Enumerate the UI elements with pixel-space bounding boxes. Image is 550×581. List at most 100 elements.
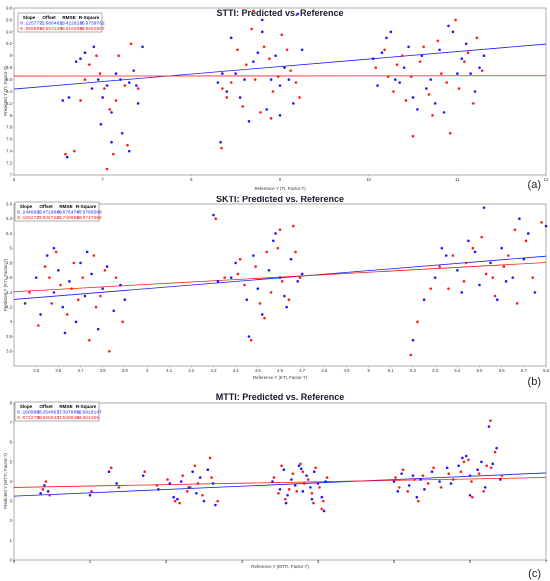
data-point-series-1: [433, 102, 437, 105]
x-tick-label: 1: [89, 559, 92, 564]
legend-cell: 3.8467224: [37, 215, 62, 221]
x-tick-label: 4.3: [211, 368, 217, 373]
data-point-series-2: [99, 294, 102, 298]
y-axis-label: Predicted Y (TI, Factor-7): [3, 66, 8, 116]
data-point-series-2: [287, 298, 291, 302]
x-tick-label: 5.6: [499, 368, 505, 373]
y-tick-label: 4.4: [6, 290, 12, 295]
data-point-series-2: [447, 472, 451, 475]
data-point-series-1: [286, 493, 289, 497]
data-point-series-2: [409, 353, 413, 357]
data-point-series-2: [72, 149, 76, 153]
x-tick-label: 3.7: [78, 368, 84, 373]
data-point-series-1: [316, 482, 320, 485]
data-point-series-2: [513, 228, 517, 232]
data-point-series-1: [114, 72, 118, 75]
data-point-series-1: [284, 501, 288, 505]
data-point-series-2: [280, 280, 284, 283]
data-point-series-2: [416, 320, 419, 324]
data-point-series-1: [247, 335, 251, 338]
data-point-series-2: [395, 63, 399, 66]
data-point-series-1: [216, 81, 220, 84]
plot-frame: [13, 203, 547, 367]
data-point-series-2: [540, 221, 543, 224]
data-point-series-1: [96, 327, 100, 331]
data-point-series-2: [475, 36, 479, 40]
data-point-series-1: [407, 484, 411, 487]
legend-cell: 0.9662867: [80, 26, 105, 32]
data-point-series-2: [471, 246, 475, 250]
legend-cell: 0.6764747: [57, 210, 82, 216]
data-point-series-1: [287, 78, 291, 81]
data-point-series-1: [398, 81, 402, 84]
data-point-series-1: [238, 96, 242, 99]
data-point-series-1: [221, 72, 224, 75]
data-point-series-1: [105, 84, 109, 87]
y-tick-label: 6: [10, 440, 13, 445]
y-tick-label: 5: [10, 459, 13, 464]
y-tick-label: 8: [10, 113, 13, 118]
data-point-series-2: [243, 283, 246, 287]
data-point-series-2: [502, 265, 506, 268]
legend-header: R-Square: [76, 404, 97, 409]
data-point-series-1: [411, 338, 415, 342]
legend-cell: 1.4228135: [60, 21, 85, 27]
data-point-series-2: [515, 302, 519, 305]
legend-cell: 8.6531496: [40, 26, 65, 32]
data-point-series-1: [310, 497, 314, 501]
data-point-series-1: [212, 213, 215, 217]
data-point-series-2: [37, 324, 40, 327]
data-point-series-1: [52, 246, 56, 250]
data-point-series-1: [445, 466, 449, 470]
data-point-series-2: [493, 450, 497, 454]
legend-cell: 0.9747666: [77, 215, 102, 221]
data-point-series-2: [43, 265, 47, 268]
chart-panel-stti: STTI: Predicted vs. Reference 6 7 8 9 10 11 12…: [3, 5, 549, 191]
y-tick-label: 7.6: [6, 137, 12, 142]
data-point-series-1: [430, 470, 434, 473]
panel-letter: (b): [528, 376, 541, 388]
data-point-series-2: [432, 466, 435, 470]
data-point-series-2: [462, 460, 466, 464]
data-point-series-2: [386, 75, 390, 78]
legend-cell: 0.7409063: [57, 215, 82, 221]
data-point-series-2: [41, 488, 45, 491]
y-tick-label: 5: [10, 246, 13, 251]
data-point-series-1: [274, 54, 277, 58]
data-point-series-1: [127, 81, 131, 84]
data-point-series-1: [526, 232, 530, 235]
data-point-series-1: [464, 454, 468, 458]
legend-frame: [14, 401, 100, 422]
data-point-series-2: [413, 478, 416, 481]
data-point-series-1: [195, 491, 198, 495]
y-tick-label: 3.6: [6, 349, 12, 354]
data-point-series-2: [220, 146, 223, 150]
data-point-series-1: [309, 486, 312, 489]
y-tick-label: 9.8: [6, 5, 12, 10]
data-point-series-2: [470, 480, 473, 483]
y-tick-label: 9.4: [6, 29, 12, 34]
x-tick-label: 5.5: [477, 368, 483, 373]
data-point-series-1: [285, 305, 288, 309]
data-point-series-1: [407, 45, 410, 49]
data-point-series-2: [489, 419, 492, 422]
data-point-series-1: [83, 51, 87, 55]
data-point-series-1: [482, 54, 486, 58]
data-point-series-1: [79, 261, 82, 265]
data-point-series-1: [120, 131, 124, 135]
data-point-series-1: [464, 42, 468, 46]
data-point-series-2: [447, 287, 450, 290]
data-point-series-1: [482, 206, 486, 209]
x-tick-label: 5.1: [388, 368, 394, 373]
y-tick-label: 5.6: [6, 201, 12, 206]
data-point-series-1: [442, 111, 446, 114]
legend-cell: 0.0009057: [20, 26, 45, 32]
legend-cell: 0.1652727: [17, 215, 42, 221]
data-point-series-2: [306, 478, 310, 481]
data-point-series-2: [249, 338, 253, 342]
legend-header: Slope: [20, 404, 33, 409]
data-point-series-1: [296, 280, 300, 283]
data-point-series-1: [456, 268, 459, 272]
data-point-series-2: [295, 490, 299, 493]
legend-cell: 1.3978052: [57, 410, 82, 416]
